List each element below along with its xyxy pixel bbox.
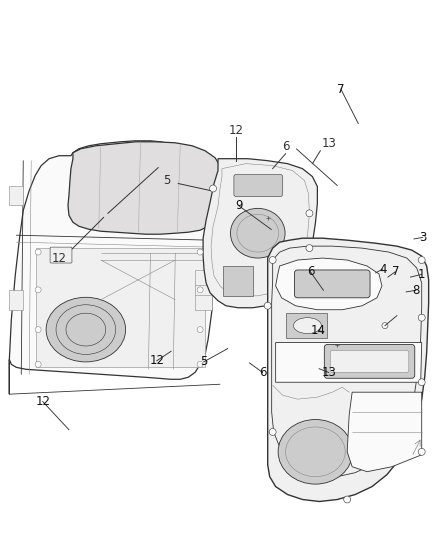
Circle shape: [344, 496, 351, 503]
Circle shape: [35, 287, 41, 293]
Polygon shape: [9, 185, 23, 205]
Polygon shape: [9, 141, 224, 394]
Polygon shape: [9, 290, 23, 310]
FancyBboxPatch shape: [50, 247, 72, 263]
FancyBboxPatch shape: [324, 344, 415, 378]
Text: 1: 1: [417, 268, 425, 281]
Polygon shape: [195, 270, 212, 310]
Ellipse shape: [278, 419, 353, 484]
Circle shape: [197, 327, 203, 333]
Text: 6: 6: [282, 140, 290, 154]
Text: 7: 7: [392, 265, 399, 278]
FancyBboxPatch shape: [294, 270, 370, 298]
Text: 14: 14: [311, 324, 326, 336]
Circle shape: [418, 379, 425, 386]
Text: 12: 12: [35, 395, 50, 408]
Text: 9: 9: [235, 199, 242, 212]
Ellipse shape: [230, 208, 285, 258]
Polygon shape: [68, 142, 221, 234]
Text: 8: 8: [412, 284, 420, 297]
Circle shape: [35, 361, 41, 367]
Text: 7: 7: [337, 83, 345, 95]
Circle shape: [35, 327, 41, 333]
Text: 13: 13: [321, 366, 336, 379]
Polygon shape: [347, 392, 422, 472]
Polygon shape: [286, 313, 327, 337]
FancyBboxPatch shape: [330, 351, 409, 373]
Polygon shape: [203, 159, 318, 308]
FancyBboxPatch shape: [234, 175, 283, 197]
Text: 13: 13: [322, 138, 337, 150]
Circle shape: [418, 448, 425, 455]
Circle shape: [197, 287, 203, 293]
Circle shape: [269, 256, 276, 263]
Polygon shape: [276, 343, 422, 382]
Text: 4: 4: [379, 263, 386, 276]
Polygon shape: [36, 248, 205, 367]
Text: 5: 5: [200, 356, 208, 368]
Polygon shape: [223, 266, 253, 296]
Text: 6: 6: [259, 366, 266, 379]
Circle shape: [197, 361, 203, 367]
Text: 3: 3: [419, 231, 426, 244]
Circle shape: [35, 249, 41, 255]
Circle shape: [306, 210, 313, 217]
Circle shape: [418, 256, 425, 263]
Circle shape: [209, 185, 216, 192]
Circle shape: [264, 302, 271, 309]
Ellipse shape: [46, 297, 126, 362]
Circle shape: [418, 314, 425, 321]
Text: 5: 5: [162, 174, 170, 187]
Ellipse shape: [293, 318, 321, 334]
Circle shape: [382, 322, 388, 329]
Polygon shape: [268, 238, 429, 502]
Text: 6: 6: [307, 265, 314, 278]
Polygon shape: [276, 258, 382, 310]
Text: 12: 12: [149, 354, 164, 367]
Circle shape: [269, 429, 276, 435]
Circle shape: [306, 245, 313, 252]
Circle shape: [197, 249, 203, 255]
Text: 12: 12: [52, 252, 67, 264]
Text: 12: 12: [228, 124, 244, 138]
